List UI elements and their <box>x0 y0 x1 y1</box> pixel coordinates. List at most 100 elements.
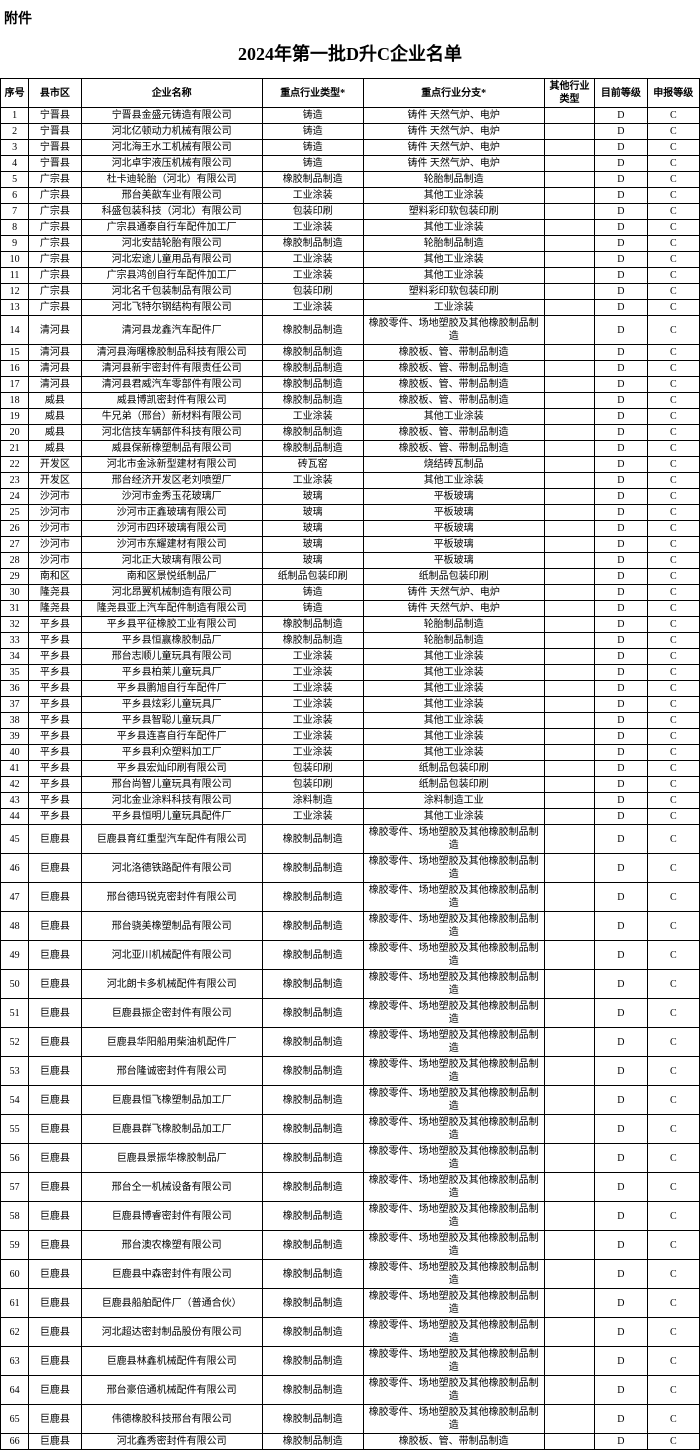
table-cell: 巨鹿县 <box>29 912 81 941</box>
table-cell <box>544 236 594 252</box>
table-cell: 其他工业涂装 <box>363 745 544 761</box>
table-cell: 橡胶零件、场地塑胶及其他橡胶制品制造 <box>363 1347 544 1376</box>
table-cell: 铸件 天然气炉、电炉 <box>363 601 544 617</box>
table-cell: D <box>595 537 647 553</box>
table-cell: 39 <box>1 729 29 745</box>
th-apply: 申报等级 <box>647 79 699 108</box>
table-cell: 威县保新橡塑制品有限公司 <box>81 441 262 457</box>
table-cell: 其他工业涂装 <box>363 697 544 713</box>
table-cell: 烧结砖瓦制品 <box>363 457 544 473</box>
table-cell: C <box>647 361 699 377</box>
table-cell: 橡胶制品制造 <box>262 361 363 377</box>
table-cell: 橡胶零件、场地塑胶及其他橡胶制品制造 <box>363 1086 544 1115</box>
table-cell: 巨鹿县恒飞橡塑制品加工厂 <box>81 1086 262 1115</box>
table-cell: 清河县新宇密封件有限责任公司 <box>81 361 262 377</box>
table-cell: 橡胶零件、场地塑胶及其他橡胶制品制造 <box>363 883 544 912</box>
table-cell: 杜卡迪轮胎（河北）有限公司 <box>81 172 262 188</box>
table-cell: 广宗县 <box>29 268 81 284</box>
table-cell: 工业涂装 <box>262 809 363 825</box>
table-cell: C <box>647 761 699 777</box>
table-cell: 巨鹿县 <box>29 1318 81 1347</box>
table-cell: 邢台隆诚密封件有限公司 <box>81 1057 262 1086</box>
table-cell: 平乡县恒明儿童玩具配件厂 <box>81 809 262 825</box>
table-cell: 宁晋县 <box>29 156 81 172</box>
table-cell: 邢台经济开发区老刘喷塑厂 <box>81 473 262 489</box>
table-cell <box>544 284 594 300</box>
table-cell: 沙河市东耀建材有限公司 <box>81 537 262 553</box>
table-cell: 威县 <box>29 409 81 425</box>
table-cell <box>544 883 594 912</box>
table-cell: 河北名千包装制品有限公司 <box>81 284 262 300</box>
table-cell: D <box>595 649 647 665</box>
table-cell: 工业涂装 <box>363 300 544 316</box>
table-cell: 7 <box>1 204 29 220</box>
table-cell <box>544 553 594 569</box>
table-cell <box>544 745 594 761</box>
th-current: 目前等级 <box>595 79 647 108</box>
table-cell: 纸制品包装印刷 <box>262 569 363 585</box>
table-cell: 平乡县 <box>29 729 81 745</box>
table-cell: 广宗县 <box>29 300 81 316</box>
table-cell: 纸制品包装印刷 <box>363 569 544 585</box>
table-row: 37平乡县平乡县炫彩儿童玩具厂工业涂装其他工业涂装DC <box>1 697 700 713</box>
table-cell <box>544 361 594 377</box>
table-cell: 橡胶零件、场地塑胶及其他橡胶制品制造 <box>363 912 544 941</box>
table-cell: 橡胶制品制造 <box>262 441 363 457</box>
table-cell: 砖瓦窑 <box>262 457 363 473</box>
table-cell: C <box>647 377 699 393</box>
table-cell: C <box>647 252 699 268</box>
table-cell: C <box>647 1173 699 1202</box>
table-cell: 隆尧县亚上汽车配件制造有限公司 <box>81 601 262 617</box>
table-cell: 巨鹿县 <box>29 970 81 999</box>
table-cell: C <box>647 941 699 970</box>
table-row: 28沙河市河北正大玻璃有限公司玻璃平板玻璃DC <box>1 553 700 569</box>
table-cell: 平乡县 <box>29 649 81 665</box>
table-cell: D <box>595 377 647 393</box>
table-cell: D <box>595 252 647 268</box>
table-cell <box>544 1434 594 1450</box>
table-row: 2宁晋县河北亿顿动力机械有限公司铸造铸件 天然气炉、电炉DC <box>1 124 700 140</box>
table-row: 18威县威县博凯密封件有限公司橡胶制品制造橡胶板、管、带制品制造DC <box>1 393 700 409</box>
table-cell: D <box>595 970 647 999</box>
table-cell: 60 <box>1 1260 29 1289</box>
table-cell: 广宗县 <box>29 188 81 204</box>
table-cell: 沙河市 <box>29 537 81 553</box>
table-cell: 64 <box>1 1376 29 1405</box>
table-cell: D <box>595 1289 647 1318</box>
table-cell: 河北洛德铁路配件有限公司 <box>81 854 262 883</box>
table-row: 21威县威县保新橡塑制品有限公司橡胶制品制造橡胶板、管、带制品制造DC <box>1 441 700 457</box>
table-row: 44平乡县平乡县恒明儿童玩具配件厂工业涂装其他工业涂装DC <box>1 809 700 825</box>
table-cell: 巨鹿县 <box>29 1028 81 1057</box>
table-cell: C <box>647 729 699 745</box>
table-cell: 广宗县 <box>29 284 81 300</box>
table-cell: 河北朗卡多机械配件有限公司 <box>81 970 262 999</box>
table-cell <box>544 537 594 553</box>
table-cell: 巨鹿县 <box>29 883 81 912</box>
table-cell: 平乡县鹏旭自行车配件厂 <box>81 681 262 697</box>
table-cell: 3 <box>1 140 29 156</box>
table-cell <box>544 457 594 473</box>
table-row: 43平乡县河北金业涂料科技有限公司涂料制造涂料制造工业DC <box>1 793 700 809</box>
table-cell: 隆尧县 <box>29 585 81 601</box>
table-cell: 沙河市四环玻璃有限公司 <box>81 521 262 537</box>
table-row: 53巨鹿县邢台隆诚密封件有限公司橡胶制品制造橡胶零件、场地塑胶及其他橡胶制品制造… <box>1 1057 700 1086</box>
table-cell: 62 <box>1 1318 29 1347</box>
table-cell: D <box>595 316 647 345</box>
table-row: 27沙河市沙河市东耀建材有限公司玻璃平板玻璃DC <box>1 537 700 553</box>
table-cell: 巨鹿县中森密封件有限公司 <box>81 1260 262 1289</box>
table-cell: C <box>647 745 699 761</box>
table-cell: 平乡县 <box>29 745 81 761</box>
table-cell: 平乡县 <box>29 697 81 713</box>
table-cell: 其他工业涂装 <box>363 188 544 204</box>
table-cell: 河北海王水工机械有限公司 <box>81 140 262 156</box>
table-cell <box>544 1231 594 1260</box>
table-cell: 橡胶制品制造 <box>262 1260 363 1289</box>
table-cell: 沙河市 <box>29 553 81 569</box>
table-cell: 54 <box>1 1086 29 1115</box>
table-row: 31隆尧县隆尧县亚上汽车配件制造有限公司铸造铸件 天然气炉、电炉DC <box>1 601 700 617</box>
table-cell: 橡胶零件、场地塑胶及其他橡胶制品制造 <box>363 825 544 854</box>
table-cell: 巨鹿县 <box>29 1376 81 1405</box>
table-cell: D <box>595 220 647 236</box>
table-cell: 橡胶制品制造 <box>262 236 363 252</box>
table-cell <box>544 585 594 601</box>
